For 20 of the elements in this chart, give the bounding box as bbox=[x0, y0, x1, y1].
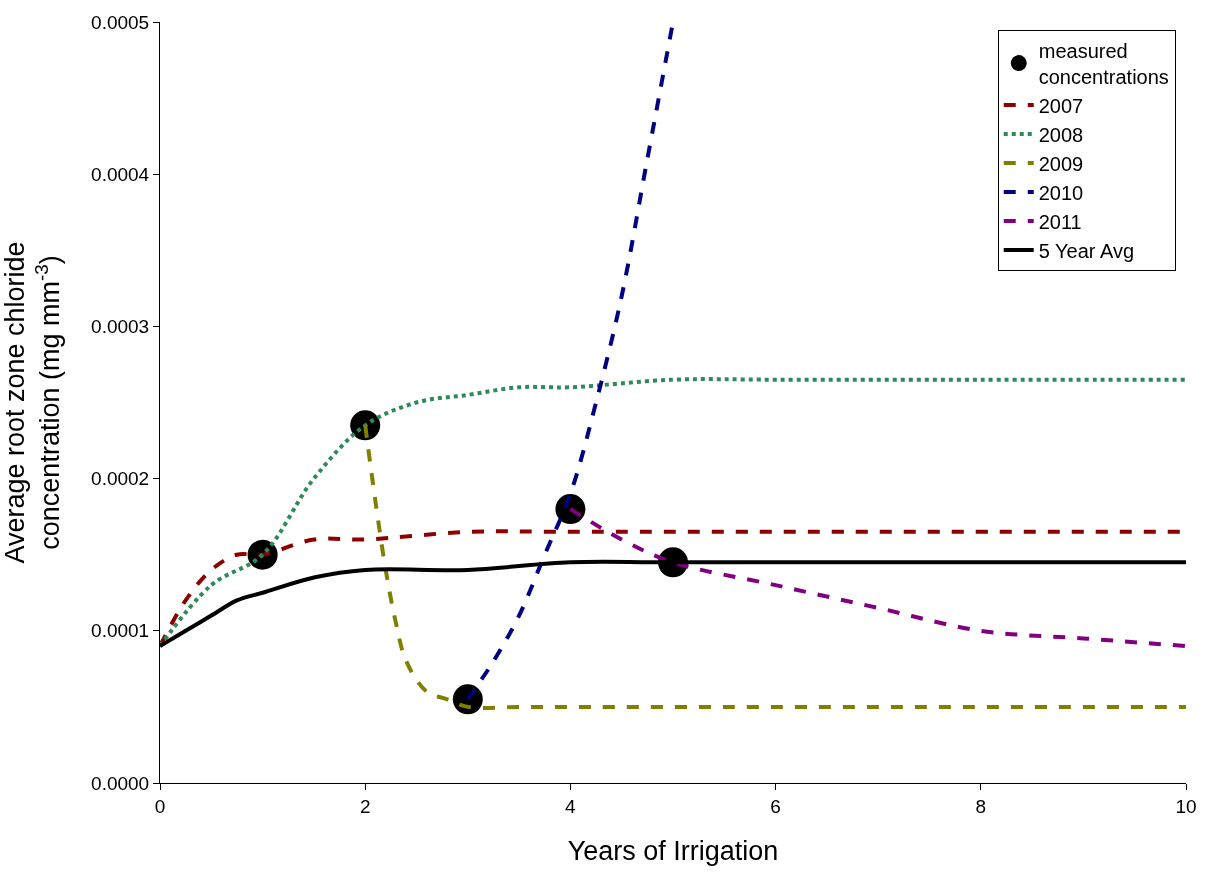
x-tick-label: 0 bbox=[154, 795, 166, 817]
legend-label: 2008 bbox=[1038, 123, 1084, 146]
y-tick-label: 0.0002 bbox=[91, 468, 150, 490]
x-tick-label: 10 bbox=[1175, 795, 1197, 817]
y-tick-label: 0.0000 bbox=[91, 772, 150, 794]
x-tick-label: 8 bbox=[975, 795, 987, 817]
x-tick-label: 2 bbox=[359, 795, 371, 817]
legend-label: 2009 bbox=[1038, 152, 1084, 175]
y-tick-label: 0.0004 bbox=[91, 163, 150, 185]
x-axis-title: Years of Irrigation bbox=[567, 836, 779, 867]
x-tick-label: 6 bbox=[770, 795, 781, 817]
y-tick-label: 0.0005 bbox=[91, 11, 150, 33]
x-tick-label: 4 bbox=[565, 795, 577, 817]
legend-label: measured concentrations bbox=[1038, 39, 1169, 88]
legend-label: 5 Year Avg bbox=[1038, 239, 1135, 262]
y-tick-label: 0.0003 bbox=[91, 316, 150, 338]
legend-label: 2007 bbox=[1038, 94, 1084, 117]
legend-label: 2011 bbox=[1038, 210, 1082, 233]
y-tick-label: 0.0001 bbox=[91, 620, 150, 642]
legend-label: 2010 bbox=[1038, 181, 1084, 204]
